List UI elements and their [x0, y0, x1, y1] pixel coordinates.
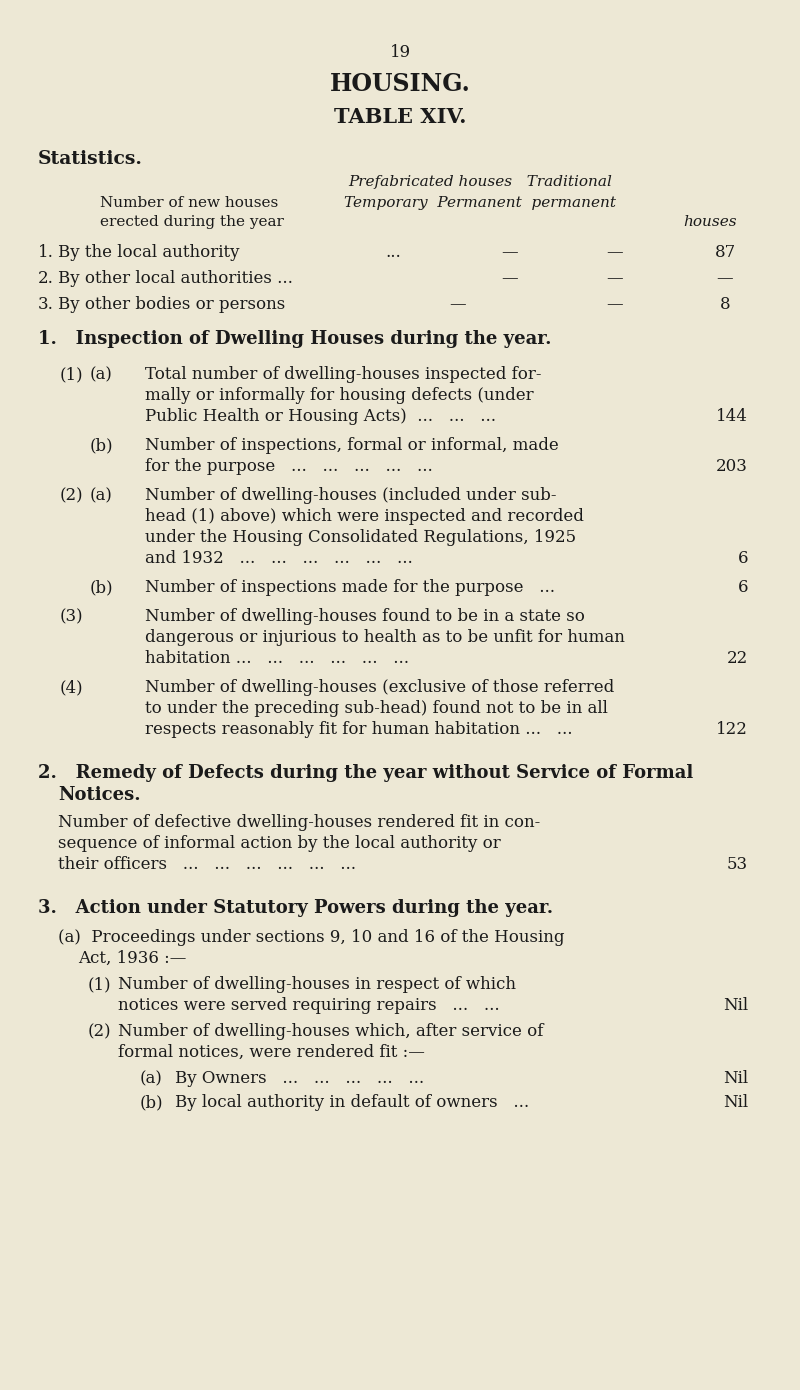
Text: —: —: [450, 296, 466, 313]
Text: to under the preceding sub-head) found not to be in all: to under the preceding sub-head) found n…: [145, 701, 608, 717]
Text: under the Housing Consolidated Regulations, 1925: under the Housing Consolidated Regulatio…: [145, 530, 576, 546]
Text: —: —: [606, 245, 623, 261]
Text: (a): (a): [140, 1070, 163, 1087]
Text: 3.   Action under Statutory Powers during the year.: 3. Action under Statutory Powers during …: [38, 899, 553, 917]
Text: erected during the year: erected during the year: [100, 215, 284, 229]
Text: 6: 6: [738, 550, 748, 567]
Text: notices were served requiring repairs   ...   ...: notices were served requiring repairs ..…: [118, 997, 500, 1013]
Text: dangerous or injurious to health as to be unfit for human: dangerous or injurious to health as to b…: [145, 630, 625, 646]
Text: —: —: [502, 270, 518, 286]
Text: mally or informally for housing defects (under: mally or informally for housing defects …: [145, 386, 534, 404]
Text: (2): (2): [60, 486, 84, 505]
Text: —: —: [606, 296, 623, 313]
Text: Statistics.: Statistics.: [38, 150, 143, 168]
Text: —: —: [606, 270, 623, 286]
Text: Number of dwelling-houses found to be in a state so: Number of dwelling-houses found to be in…: [145, 607, 585, 626]
Text: (a)  Proceedings under sections 9, 10 and 16 of the Housing: (a) Proceedings under sections 9, 10 and…: [58, 929, 565, 947]
Text: respects reasonably fit for human habitation ...   ...: respects reasonably fit for human habita…: [145, 721, 573, 738]
Text: (1): (1): [88, 976, 112, 992]
Text: (2): (2): [88, 1023, 112, 1040]
Text: 6: 6: [738, 580, 748, 596]
Text: Temporary  Permanent  permanent: Temporary Permanent permanent: [344, 196, 616, 210]
Text: Public Health or Housing Acts)  ...   ...   ...: Public Health or Housing Acts) ... ... .…: [145, 409, 496, 425]
Text: —: —: [717, 270, 734, 286]
Text: 19: 19: [390, 44, 410, 61]
Text: Nil: Nil: [723, 997, 748, 1013]
Text: (4): (4): [60, 678, 84, 696]
Text: Act, 1936 :—: Act, 1936 :—: [78, 949, 186, 967]
Text: 3.: 3.: [38, 296, 54, 313]
Text: Prefabricated houses   Traditional: Prefabricated houses Traditional: [348, 175, 612, 189]
Text: By local authority in default of owners   ...: By local authority in default of owners …: [175, 1094, 529, 1111]
Text: Number of inspections made for the purpose   ...: Number of inspections made for the purpo…: [145, 580, 555, 596]
Text: By the local authority: By the local authority: [58, 245, 239, 261]
Text: —: —: [502, 245, 518, 261]
Text: Number of dwelling-houses (included under sub-: Number of dwelling-houses (included unde…: [145, 486, 557, 505]
Text: 203: 203: [716, 457, 748, 475]
Text: sequence of informal action by the local authority or: sequence of informal action by the local…: [58, 835, 501, 852]
Text: By other local authorities ...: By other local authorities ...: [58, 270, 293, 286]
Text: (3): (3): [60, 607, 84, 626]
Text: Number of dwelling-houses in respect of which: Number of dwelling-houses in respect of …: [118, 976, 516, 992]
Text: 53: 53: [727, 856, 748, 873]
Text: formal notices, were rendered fit :—: formal notices, were rendered fit :—: [118, 1044, 425, 1061]
Text: 2.   Remedy of Defects during the year without Service of Formal: 2. Remedy of Defects during the year wit…: [38, 765, 694, 783]
Text: their officers   ...   ...   ...   ...   ...   ...: their officers ... ... ... ... ... ...: [58, 856, 356, 873]
Text: Number of inspections, formal or informal, made: Number of inspections, formal or informa…: [145, 436, 558, 455]
Text: By other bodies or persons: By other bodies or persons: [58, 296, 286, 313]
Text: Number of defective dwelling-houses rendered fit in con-: Number of defective dwelling-houses rend…: [58, 815, 540, 831]
Text: Nil: Nil: [723, 1094, 748, 1111]
Text: HOUSING.: HOUSING.: [330, 72, 470, 96]
Text: 87: 87: [714, 245, 736, 261]
Text: Number of new houses: Number of new houses: [100, 196, 278, 210]
Text: and 1932   ...   ...   ...   ...   ...   ...: and 1932 ... ... ... ... ... ...: [145, 550, 413, 567]
Text: head (1) above) which were inspected and recorded: head (1) above) which were inspected and…: [145, 507, 584, 525]
Text: habitation ...   ...   ...   ...   ...   ...: habitation ... ... ... ... ... ...: [145, 651, 409, 667]
Text: 8: 8: [720, 296, 730, 313]
Text: 2.: 2.: [38, 270, 54, 286]
Text: 144: 144: [716, 409, 748, 425]
Text: Number of dwelling-houses (exclusive of those referred: Number of dwelling-houses (exclusive of …: [145, 678, 614, 696]
Text: Nil: Nil: [723, 1070, 748, 1087]
Text: 1.: 1.: [38, 245, 54, 261]
Text: (b): (b): [90, 580, 114, 596]
Text: 22: 22: [726, 651, 748, 667]
Text: (b): (b): [90, 436, 114, 455]
Text: TABLE XIV.: TABLE XIV.: [334, 107, 466, 126]
Text: ...: ...: [385, 245, 401, 261]
Text: houses: houses: [683, 215, 737, 229]
Text: Notices.: Notices.: [58, 785, 141, 803]
Text: Total number of dwelling-houses inspected for-: Total number of dwelling-houses inspecte…: [145, 366, 542, 384]
Text: Number of dwelling-houses which, after service of: Number of dwelling-houses which, after s…: [118, 1023, 543, 1040]
Text: 1.   Inspection of Dwelling Houses during the year.: 1. Inspection of Dwelling Houses during …: [38, 329, 551, 348]
Text: 122: 122: [716, 721, 748, 738]
Text: for the purpose   ...   ...   ...   ...   ...: for the purpose ... ... ... ... ...: [145, 457, 433, 475]
Text: By Owners   ...   ...   ...   ...   ...: By Owners ... ... ... ... ...: [175, 1070, 424, 1087]
Text: (b): (b): [140, 1094, 164, 1111]
Text: (1): (1): [60, 366, 84, 384]
Text: (a): (a): [90, 486, 113, 505]
Text: (a): (a): [90, 366, 113, 384]
